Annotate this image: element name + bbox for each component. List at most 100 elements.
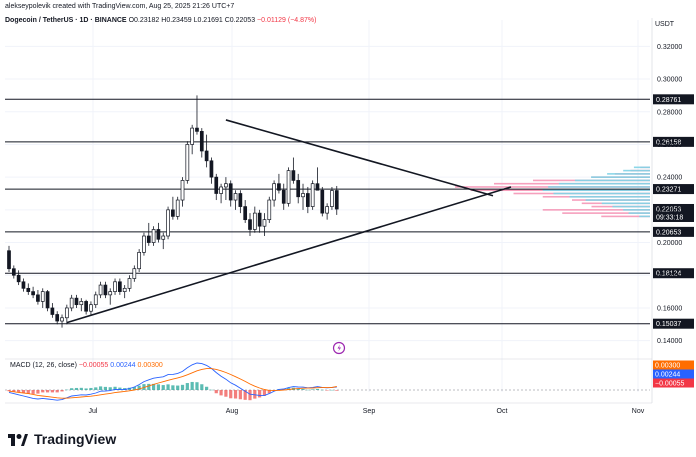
macd-histogram-bar bbox=[113, 386, 117, 390]
macd-histogram-bar bbox=[60, 390, 64, 392]
level-price-tag bbox=[653, 184, 694, 195]
symbol-legend[interactable]: Dogecoin / TetherUS · 1D · BINANCE O0.23… bbox=[5, 17, 316, 24]
volume-profile-bar-up bbox=[633, 166, 650, 169]
candle-up bbox=[219, 186, 223, 194]
y-tick-label: 0.28000 bbox=[657, 109, 682, 116]
volume-profile-bar-up bbox=[548, 186, 650, 188]
macd-histogram-bar bbox=[118, 387, 122, 390]
macd-histogram-bar bbox=[161, 385, 165, 390]
candle-up bbox=[185, 144, 190, 181]
candle-down bbox=[281, 189, 286, 204]
macd-histogram-bar bbox=[248, 390, 252, 401]
candle-up bbox=[98, 284, 103, 296]
macd-histogram-bar bbox=[171, 385, 175, 390]
candle-down bbox=[118, 281, 122, 292]
candle-up bbox=[180, 180, 185, 201]
macd-histogram-bar bbox=[156, 384, 161, 390]
volume-profile-bar-down bbox=[542, 209, 650, 211]
macd-histogram-bar bbox=[17, 390, 21, 393]
volume-profile bbox=[455, 166, 650, 218]
volume-profile-bar-up bbox=[601, 202, 650, 205]
macd-histogram-bar bbox=[137, 385, 141, 390]
triangle-lower-trendline bbox=[66, 186, 512, 324]
candle-up bbox=[325, 206, 329, 214]
candle-down bbox=[45, 291, 50, 309]
macd-histogram-bar bbox=[152, 383, 156, 390]
volume-profile-bar-up bbox=[612, 205, 650, 208]
macd-legend[interactable]: MACD (12, 26, close) −0.00055 0.00244 0.… bbox=[10, 362, 163, 369]
macd-histogram-bar bbox=[84, 388, 88, 390]
candle-down bbox=[209, 160, 214, 178]
countdown-label: 09:33:18 bbox=[656, 214, 683, 221]
level-price-tag bbox=[653, 136, 694, 147]
macd-histogram-bar bbox=[41, 390, 45, 393]
candle-up bbox=[310, 183, 315, 207]
macd-histogram-bar bbox=[229, 390, 233, 399]
candle-down bbox=[36, 294, 40, 302]
macd-histogram-bar bbox=[7, 390, 11, 392]
macd-histogram-bar bbox=[147, 383, 151, 390]
macd-histogram-bar bbox=[214, 390, 218, 394]
volume-profile-bar-up bbox=[591, 176, 650, 178]
candle-up bbox=[286, 170, 291, 204]
candle-down bbox=[320, 189, 325, 214]
level-price-tag bbox=[653, 94, 694, 105]
macd-histogram-bar bbox=[190, 381, 194, 390]
macd-histogram-bar bbox=[166, 384, 170, 390]
candle-down bbox=[228, 183, 233, 201]
brand-footer[interactable]: TradingView bbox=[8, 431, 116, 447]
macd-histogram-bar bbox=[195, 382, 199, 390]
macd-histogram-bar bbox=[253, 390, 257, 399]
macd-histogram-bar bbox=[36, 390, 40, 394]
candle-down bbox=[7, 250, 11, 270]
alert-icon[interactable] bbox=[332, 341, 346, 355]
volume-profile-bar-up bbox=[574, 179, 650, 182]
candle-up bbox=[166, 209, 170, 237]
candle-up bbox=[252, 212, 257, 230]
candle-up bbox=[127, 278, 132, 289]
macd-axis-tags: 0.00300 0.00244 −0.00055 bbox=[653, 360, 694, 388]
macd-axis-tag bbox=[653, 378, 694, 388]
candle-down bbox=[11, 268, 16, 276]
symbol-title: Dogecoin / TetherUS · 1D · BINANCE bbox=[5, 17, 127, 24]
triangle-upper-trendline bbox=[225, 119, 494, 197]
macd-histogram-bar bbox=[26, 390, 30, 394]
close-value: C0.22053 bbox=[224, 17, 256, 24]
triangle-pattern bbox=[66, 119, 512, 324]
macd-histogram-bar bbox=[108, 387, 112, 390]
volume-profile-bar-up bbox=[639, 215, 650, 218]
candle-up bbox=[113, 281, 117, 292]
macd-signal-value: 0.00300 bbox=[137, 362, 163, 369]
macd-histogram-bar bbox=[325, 390, 329, 391]
volume-profile-bar-up bbox=[558, 182, 650, 185]
candle-up bbox=[151, 229, 156, 243]
macd-histogram-bar bbox=[98, 386, 103, 390]
candle-down bbox=[315, 183, 320, 191]
macd-axis-tag-label: 0.00244 bbox=[655, 372, 680, 379]
candles bbox=[7, 95, 339, 328]
level-price-tag bbox=[653, 226, 694, 237]
macd-histogram-value: −0.00055 bbox=[78, 362, 109, 369]
candle-down bbox=[31, 291, 35, 296]
macd-histogram-bar bbox=[89, 387, 93, 390]
level-price-label: 0.15037 bbox=[656, 321, 681, 328]
chart-canvas[interactable]: 0.28761 0.26158 0.23271 0.20653 0.18124 0.150… bbox=[0, 0, 696, 430]
macd-histogram-bar bbox=[286, 388, 291, 390]
macd-histogram-bar bbox=[243, 390, 247, 400]
candle-down bbox=[74, 297, 79, 306]
macd-histogram-bar bbox=[200, 384, 204, 390]
time-axis: Jul Aug Sep Oct Nov bbox=[5, 402, 652, 415]
macd-histogram-bar bbox=[180, 384, 185, 390]
candle-down bbox=[248, 219, 252, 230]
macd-histogram-bar bbox=[233, 390, 238, 399]
macd-histogram-bar bbox=[21, 390, 26, 393]
macd-histogram-bar bbox=[94, 387, 98, 390]
candle-down bbox=[84, 301, 88, 312]
candle-down bbox=[334, 190, 339, 210]
candle-up bbox=[93, 294, 98, 306]
candle-up bbox=[301, 193, 305, 198]
candle-down bbox=[55, 314, 60, 322]
macd-histogram-bar bbox=[282, 389, 286, 390]
volume-profile-bar-up bbox=[553, 192, 650, 195]
y-tick-label: 0.22000 bbox=[657, 207, 682, 214]
